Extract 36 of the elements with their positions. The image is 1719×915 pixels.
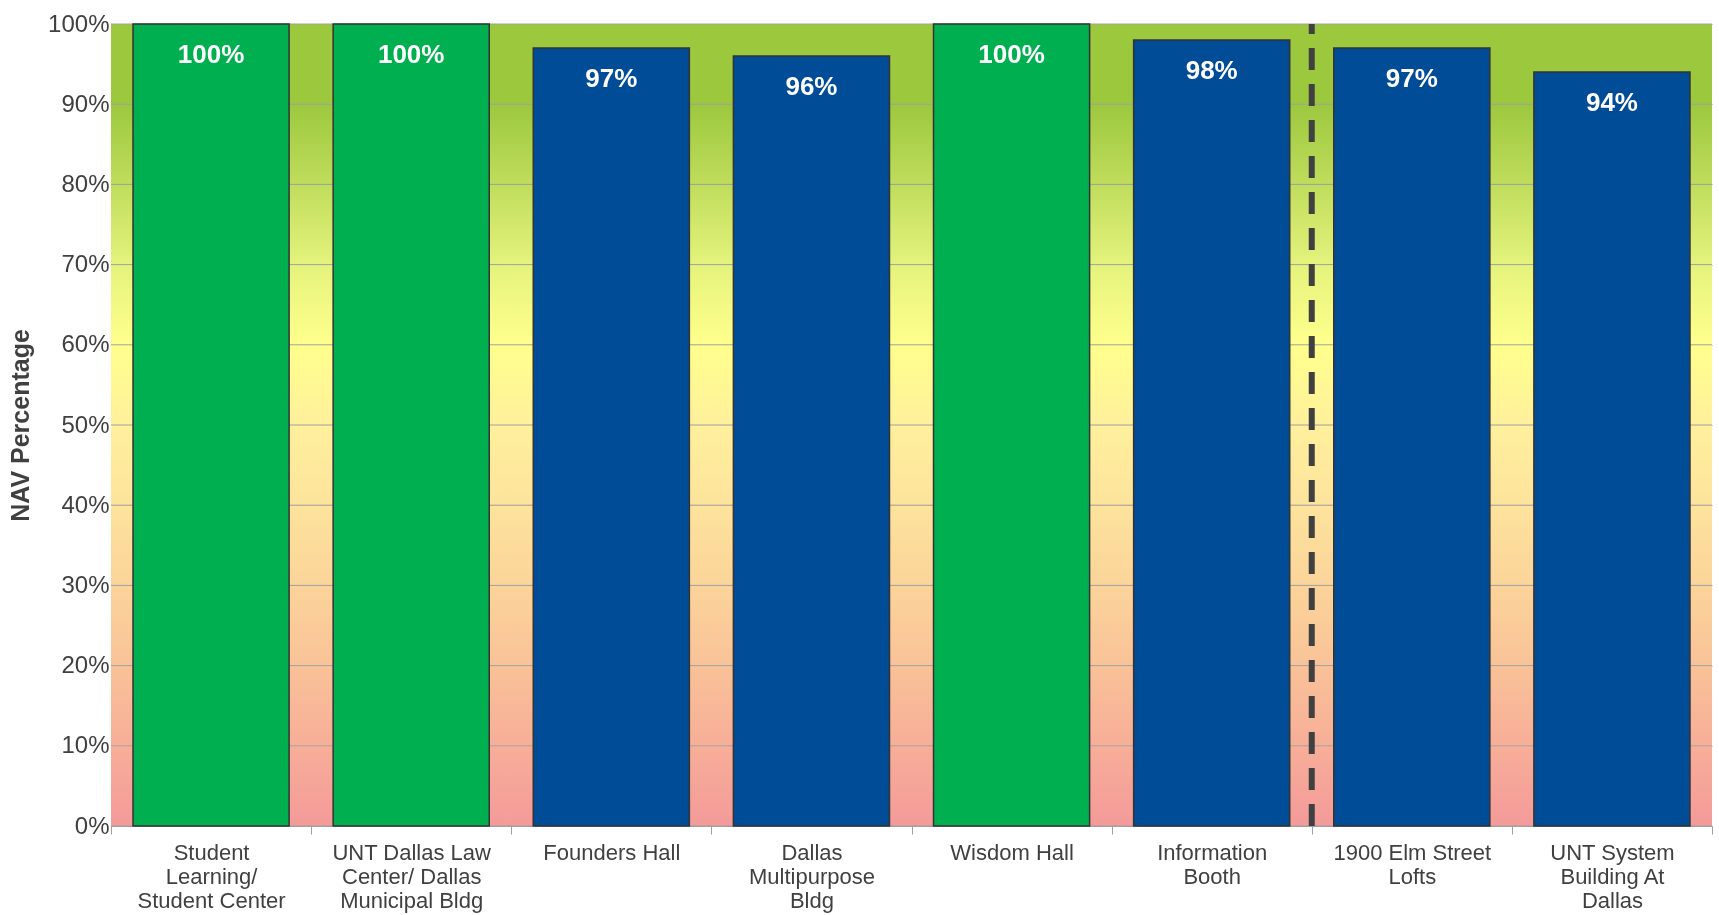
data-label: 94% bbox=[1585, 87, 1638, 118]
data-label: 100% bbox=[377, 39, 445, 69]
y-tick-label: 100% bbox=[48, 9, 110, 37]
x-tick-label: UNT System Building At Dallas bbox=[1550, 839, 1675, 913]
x-tick-label: Founders Hall bbox=[543, 839, 681, 865]
y-tick-label: 80% bbox=[61, 169, 110, 197]
data-label: 96% bbox=[785, 71, 838, 102]
y-axis-title: NAV Percentage bbox=[6, 329, 35, 522]
bar bbox=[1333, 47, 1491, 827]
y-tick-label: 60% bbox=[61, 330, 110, 358]
y-tick-label: 0% bbox=[74, 811, 110, 839]
bar bbox=[332, 23, 490, 827]
bar bbox=[132, 23, 290, 827]
y-tick-label: 50% bbox=[61, 410, 110, 438]
y-tick-label: 20% bbox=[61, 651, 110, 679]
y-tick-label: 10% bbox=[61, 731, 110, 759]
y-tick-label: 70% bbox=[61, 250, 110, 278]
x-tick-label: Student Learning/ Student Center bbox=[137, 839, 286, 913]
bar bbox=[532, 47, 691, 827]
bar bbox=[932, 23, 1091, 827]
y-tick-label: 90% bbox=[61, 89, 110, 117]
bar bbox=[1132, 39, 1291, 827]
x-tick-label: UNT Dallas Law Center/ Dallas Municipal Bldg bbox=[332, 839, 492, 913]
data-label: 98% bbox=[1185, 55, 1238, 86]
data-label: 97% bbox=[1385, 63, 1438, 94]
x-tick-label: 1900 Elm Street Lofts bbox=[1333, 839, 1492, 889]
x-tick-label: Wisdom Hall bbox=[950, 839, 1074, 865]
x-tick-label: Information Booth bbox=[1157, 839, 1268, 889]
data-label: 100% bbox=[177, 39, 245, 69]
bar bbox=[1533, 71, 1691, 827]
data-label: 97% bbox=[585, 63, 638, 94]
x-tick-label: Dallas Multipurpose Bldg bbox=[748, 839, 875, 913]
y-tick-label: 30% bbox=[61, 570, 110, 598]
bar bbox=[732, 55, 891, 827]
data-label: 100% bbox=[978, 39, 1045, 69]
y-tick-label: 40% bbox=[61, 490, 110, 518]
